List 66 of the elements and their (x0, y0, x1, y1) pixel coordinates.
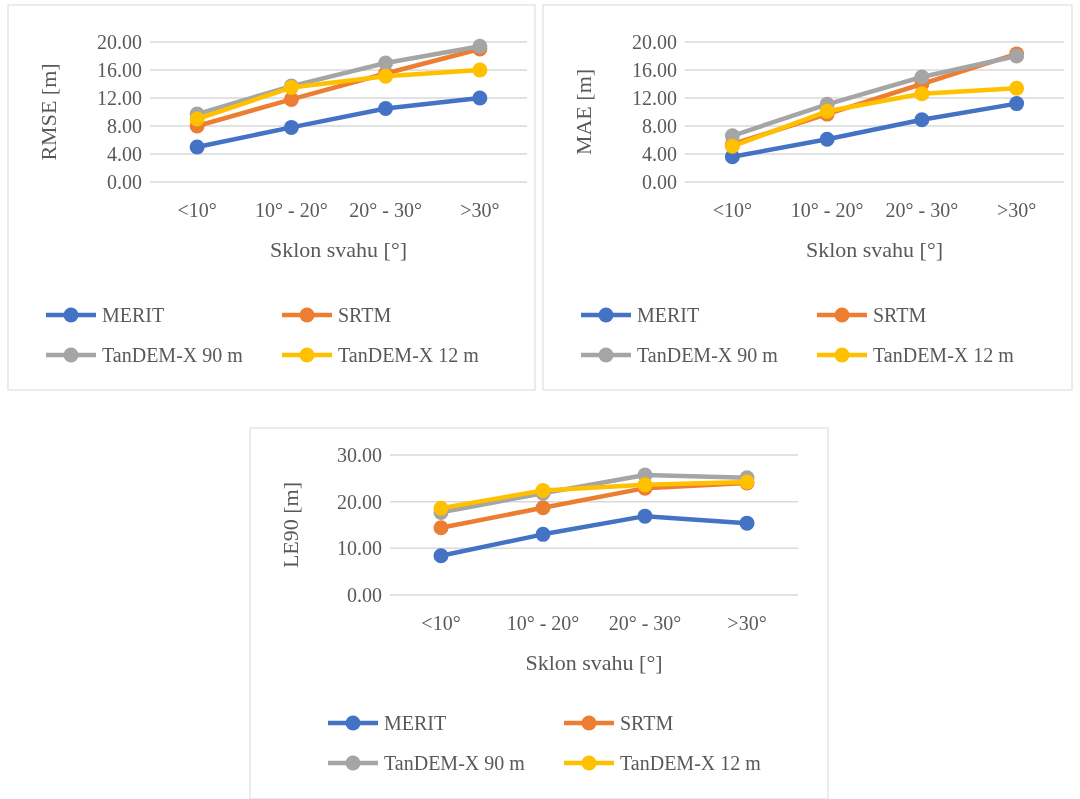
legend-label: TanDEM-X 90 m (637, 344, 779, 366)
point (189, 139, 205, 155)
legend-label: MERIT (384, 712, 447, 734)
point (472, 62, 488, 78)
legend-label: TanDEM-X 12 m (873, 344, 1015, 366)
point (378, 101, 394, 116)
y-tick-label: 12.00 (632, 87, 677, 109)
y-tick-label: 4.00 (642, 143, 677, 165)
legend-label: TanDEM-X 12 m (338, 344, 480, 366)
x-tick-label: <10° (177, 199, 217, 221)
y-axis-title: MAE [m] (571, 68, 596, 156)
y-tick-label: 16.00 (632, 59, 677, 81)
y-tick-label: 8.00 (642, 115, 677, 137)
x-axis-title: Sklon svahu [°] (269, 237, 408, 262)
x-tick-label: >30° (727, 612, 767, 634)
x-tick-label: 10° - 20° (506, 612, 580, 634)
point (1009, 96, 1025, 112)
legend-label: TanDEM-X 90 m (102, 344, 244, 366)
x-axis-title: Sklon svahu [°] (525, 650, 663, 675)
point (189, 111, 205, 127)
point (1009, 80, 1025, 96)
point (283, 119, 299, 135)
legend-label: TanDEM-X 90 m (384, 752, 526, 774)
point (819, 131, 835, 147)
x-tick-label: 20° - 30° (885, 199, 959, 221)
y-tick-label: 20.00 (97, 31, 142, 53)
legend-label: TanDEM-X 12 m (620, 752, 762, 774)
y-tick-label: 0.00 (347, 584, 382, 606)
x-tick-label: >30° (460, 199, 500, 221)
legend-label: SRTM (620, 712, 674, 734)
x-tick-label: 20° - 30° (349, 199, 422, 221)
point (914, 69, 930, 85)
point (535, 500, 551, 516)
x-tick-label: 20° - 30° (608, 612, 682, 634)
legend-label: SRTM (873, 304, 927, 326)
point (914, 86, 930, 102)
legend-label: SRTM (338, 304, 392, 326)
y-tick-label: 20.00 (632, 31, 677, 53)
point (535, 526, 551, 542)
x-tick-label: 10° - 20° (255, 199, 328, 221)
x-tick-label: <10° (712, 199, 753, 221)
y-tick-label: 4.00 (107, 143, 142, 165)
x-axis-title: Sklon svahu [°] (805, 237, 944, 262)
x-tick-label: 10° - 20° (790, 199, 864, 221)
y-axis-title: LE90 [m] (278, 481, 303, 569)
point (433, 500, 449, 516)
point (914, 112, 930, 128)
point (378, 55, 394, 71)
y-tick-label: 30.00 (337, 444, 382, 466)
point (637, 508, 653, 524)
legend-label: MERIT (102, 304, 165, 326)
legend-label: MERIT (637, 304, 700, 326)
point (472, 90, 488, 106)
y-tick-label: 0.00 (642, 171, 677, 193)
y-tick-label: 10.00 (337, 537, 382, 560)
point (433, 548, 449, 564)
y-tick-label: 12.00 (97, 87, 142, 109)
x-tick-label: <10° (421, 612, 461, 634)
y-tick-label: 8.00 (107, 115, 142, 137)
y-tick-label: 16.00 (97, 59, 142, 81)
point (433, 520, 449, 536)
y-tick-label: 20.00 (337, 490, 382, 513)
x-tick-label: >30° (996, 199, 1037, 221)
point (739, 515, 755, 531)
y-tick-label: 0.00 (107, 171, 142, 193)
y-axis-title: RMSE [m] (36, 63, 61, 161)
